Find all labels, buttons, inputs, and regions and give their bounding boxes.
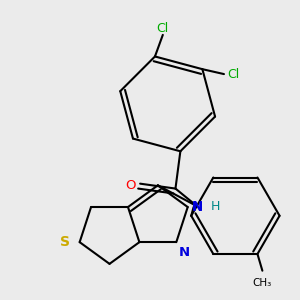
- Text: Cl: Cl: [157, 22, 169, 35]
- Text: Cl: Cl: [227, 68, 239, 81]
- Text: CH₃: CH₃: [253, 278, 272, 288]
- Text: S: S: [60, 235, 70, 249]
- Text: N: N: [192, 200, 203, 214]
- Text: N: N: [178, 246, 189, 259]
- Text: N: N: [191, 200, 203, 213]
- Text: O: O: [125, 179, 136, 192]
- Text: H: H: [211, 200, 220, 213]
